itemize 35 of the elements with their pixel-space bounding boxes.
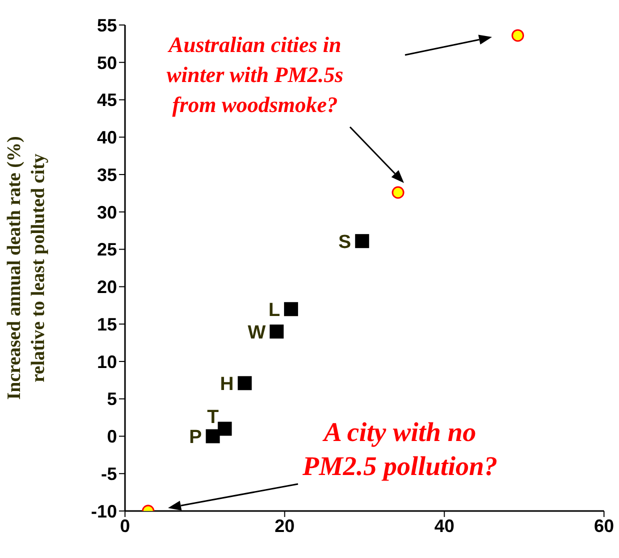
y-tick-label: 5 bbox=[106, 389, 117, 410]
y-tick-label: 25 bbox=[96, 240, 117, 260]
point bbox=[238, 376, 252, 390]
y-tick-label: 30 bbox=[96, 202, 117, 222]
y-tick-label: 15 bbox=[96, 314, 117, 334]
y-tick-label: -10 bbox=[90, 501, 117, 522]
y-axis-title: Increased annual death rate (%) relative to least polluted city bbox=[4, 136, 49, 400]
annotation: H bbox=[220, 374, 234, 396]
point bbox=[218, 422, 232, 436]
annotation: A city with no PM2.5 pollution? bbox=[301, 417, 498, 481]
annotation: S bbox=[338, 232, 352, 254]
y-tick-label: 35 bbox=[96, 164, 117, 185]
point bbox=[206, 429, 220, 444]
point bbox=[355, 234, 370, 248]
y-tick-label: 0 bbox=[106, 426, 117, 447]
y-tick-label: 10 bbox=[96, 352, 117, 372]
point bbox=[512, 29, 524, 42]
y-tick-label: 20 bbox=[96, 277, 117, 298]
y-tick-label: 45 bbox=[96, 90, 117, 110]
annotation: W bbox=[248, 322, 266, 344]
point bbox=[270, 324, 284, 339]
y-tick-label: 50 bbox=[96, 52, 117, 73]
point bbox=[392, 186, 404, 199]
annotation: Australian cities in winter with PM2.5s from woodsmoke? bbox=[166, 32, 344, 117]
x-tick-label: 0 bbox=[120, 516, 130, 536]
annotation: L bbox=[268, 300, 280, 322]
annotation: P bbox=[189, 427, 202, 448]
x-tick-label: 40 bbox=[434, 516, 454, 536]
point bbox=[284, 302, 298, 316]
x-tick-label: 60 bbox=[594, 516, 614, 536]
annotation: T bbox=[207, 406, 220, 428]
y-tick-label: -5 bbox=[100, 464, 117, 484]
y-tick-label: 40 bbox=[96, 128, 117, 148]
x-tick-label: 20 bbox=[274, 516, 295, 536]
y-tick-label: 55 bbox=[96, 15, 117, 36]
